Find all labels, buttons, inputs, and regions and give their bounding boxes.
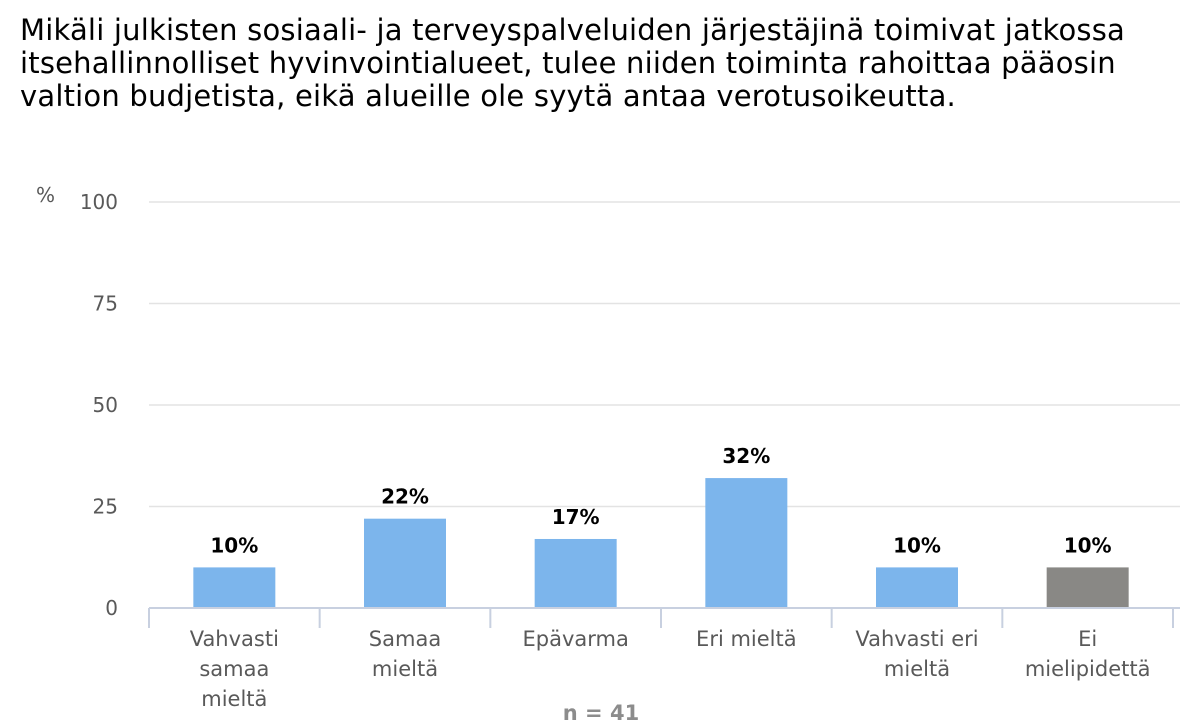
data-label: 17% (552, 505, 600, 529)
sample-size-note: n = 41 (563, 701, 639, 725)
bar (364, 518, 446, 608)
category-label: Vahvasti samaa mieltä (190, 627, 279, 711)
category-label: Eri mieltä (696, 627, 797, 651)
y-axis-unit: % (36, 183, 55, 207)
category-label: Epävarma (522, 627, 628, 651)
bar (1046, 567, 1129, 608)
category-label: Ei mielipidettä (1025, 627, 1151, 681)
y-axis-ticks: 0 25 50 75 100 (80, 190, 118, 620)
gridlines (149, 201, 1180, 508)
x-axis (148, 607, 1180, 628)
category-label: Vahvasti eri mieltä (855, 627, 978, 681)
data-label: 32% (722, 444, 770, 468)
data-label: 10% (1064, 533, 1112, 557)
category-labels: Vahvasti samaa mieltä Samaa mieltä Epävarma Er… (190, 627, 1151, 711)
y-tick-label: 25 (93, 495, 118, 519)
data-label: 10% (893, 533, 941, 557)
bar (193, 567, 276, 608)
y-tick-label: 100 (80, 190, 118, 214)
bar (876, 567, 958, 608)
category-label: Samaa mieltä (369, 627, 441, 681)
chart-title: Mikäli julkisten sosiaali- ja terveyspal… (20, 13, 1125, 113)
y-tick-label: 75 (93, 292, 118, 316)
data-label: 10% (210, 533, 258, 557)
data-labels: 10% 22% 17% 32% 10% 10% (210, 444, 1111, 557)
bars (193, 478, 1129, 608)
data-label: 22% (381, 485, 429, 509)
bar (705, 478, 788, 608)
y-tick-label: 0 (105, 596, 118, 620)
bar (534, 538, 617, 608)
y-tick-label: 50 (93, 393, 118, 417)
